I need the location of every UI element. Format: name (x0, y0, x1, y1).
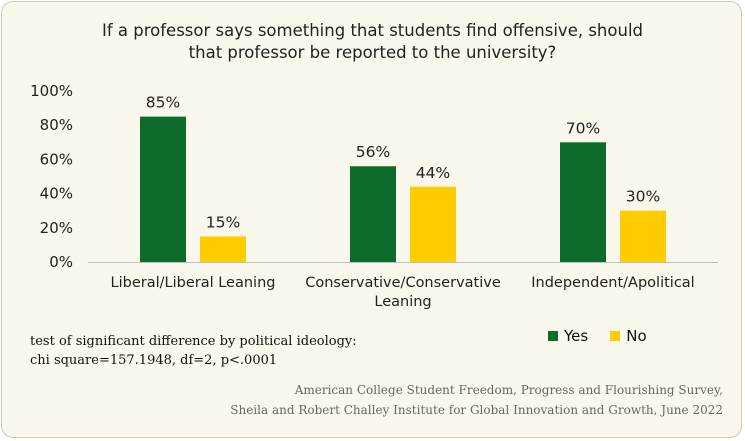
legend-label-yes: Yes (564, 327, 589, 345)
source-line-2: Sheila and Robert Challey Institute for … (230, 403, 723, 417)
chart-title-line-1: If a professor says something that stude… (101, 21, 644, 40)
data-label-yes: 56% (356, 143, 390, 161)
legend-swatch-yes (548, 331, 558, 341)
bar-no (200, 236, 246, 262)
data-label-yes: 85% (146, 94, 180, 112)
data-label-no: 15% (206, 213, 240, 231)
legend-label-no: No (626, 327, 647, 345)
y-tick-label: 60% (40, 150, 73, 168)
significance-note: test of significant difference by politi… (30, 332, 390, 370)
source-line-1: American College Student Freedom, Progre… (294, 383, 723, 397)
chart-title-line-2: that professor be reported to the univer… (188, 43, 557, 62)
bar-no (410, 186, 456, 262)
x-category-label: Independent/Apolitical (531, 275, 694, 291)
y-tick-label: 20% (40, 219, 73, 237)
y-tick-label: 40% (40, 185, 73, 203)
y-tick-label: 100% (30, 82, 73, 100)
x-category-label: Liberal/Liberal Leaning (111, 275, 276, 291)
bar-yes (350, 166, 396, 262)
x-category-label: Conservative/Conservative (305, 275, 501, 291)
source-citation: American College Student Freedom, Progre… (203, 380, 723, 420)
bar-yes (560, 142, 606, 262)
data-label-no: 30% (626, 188, 660, 206)
data-label-no: 44% (416, 164, 450, 182)
data-label-yes: 70% (566, 119, 600, 137)
legend-item-yes: Yes (548, 327, 588, 345)
significance-note-line-1: test of significant difference by politi… (30, 334, 357, 349)
bar-no (620, 210, 666, 262)
y-tick-label: 0% (49, 253, 73, 271)
x-category-label: Leaning (374, 294, 431, 310)
y-tick-label: 80% (40, 116, 73, 134)
legend-item-no: No (610, 327, 647, 345)
legend: Yes No (548, 327, 647, 345)
legend-swatch-no (610, 331, 621, 341)
chart-title: If a professor says something that stude… (60, 20, 685, 64)
significance-note-line-2: chi square=157.1948, df=2, p<.0001 (30, 353, 278, 368)
bar-yes (140, 116, 186, 263)
